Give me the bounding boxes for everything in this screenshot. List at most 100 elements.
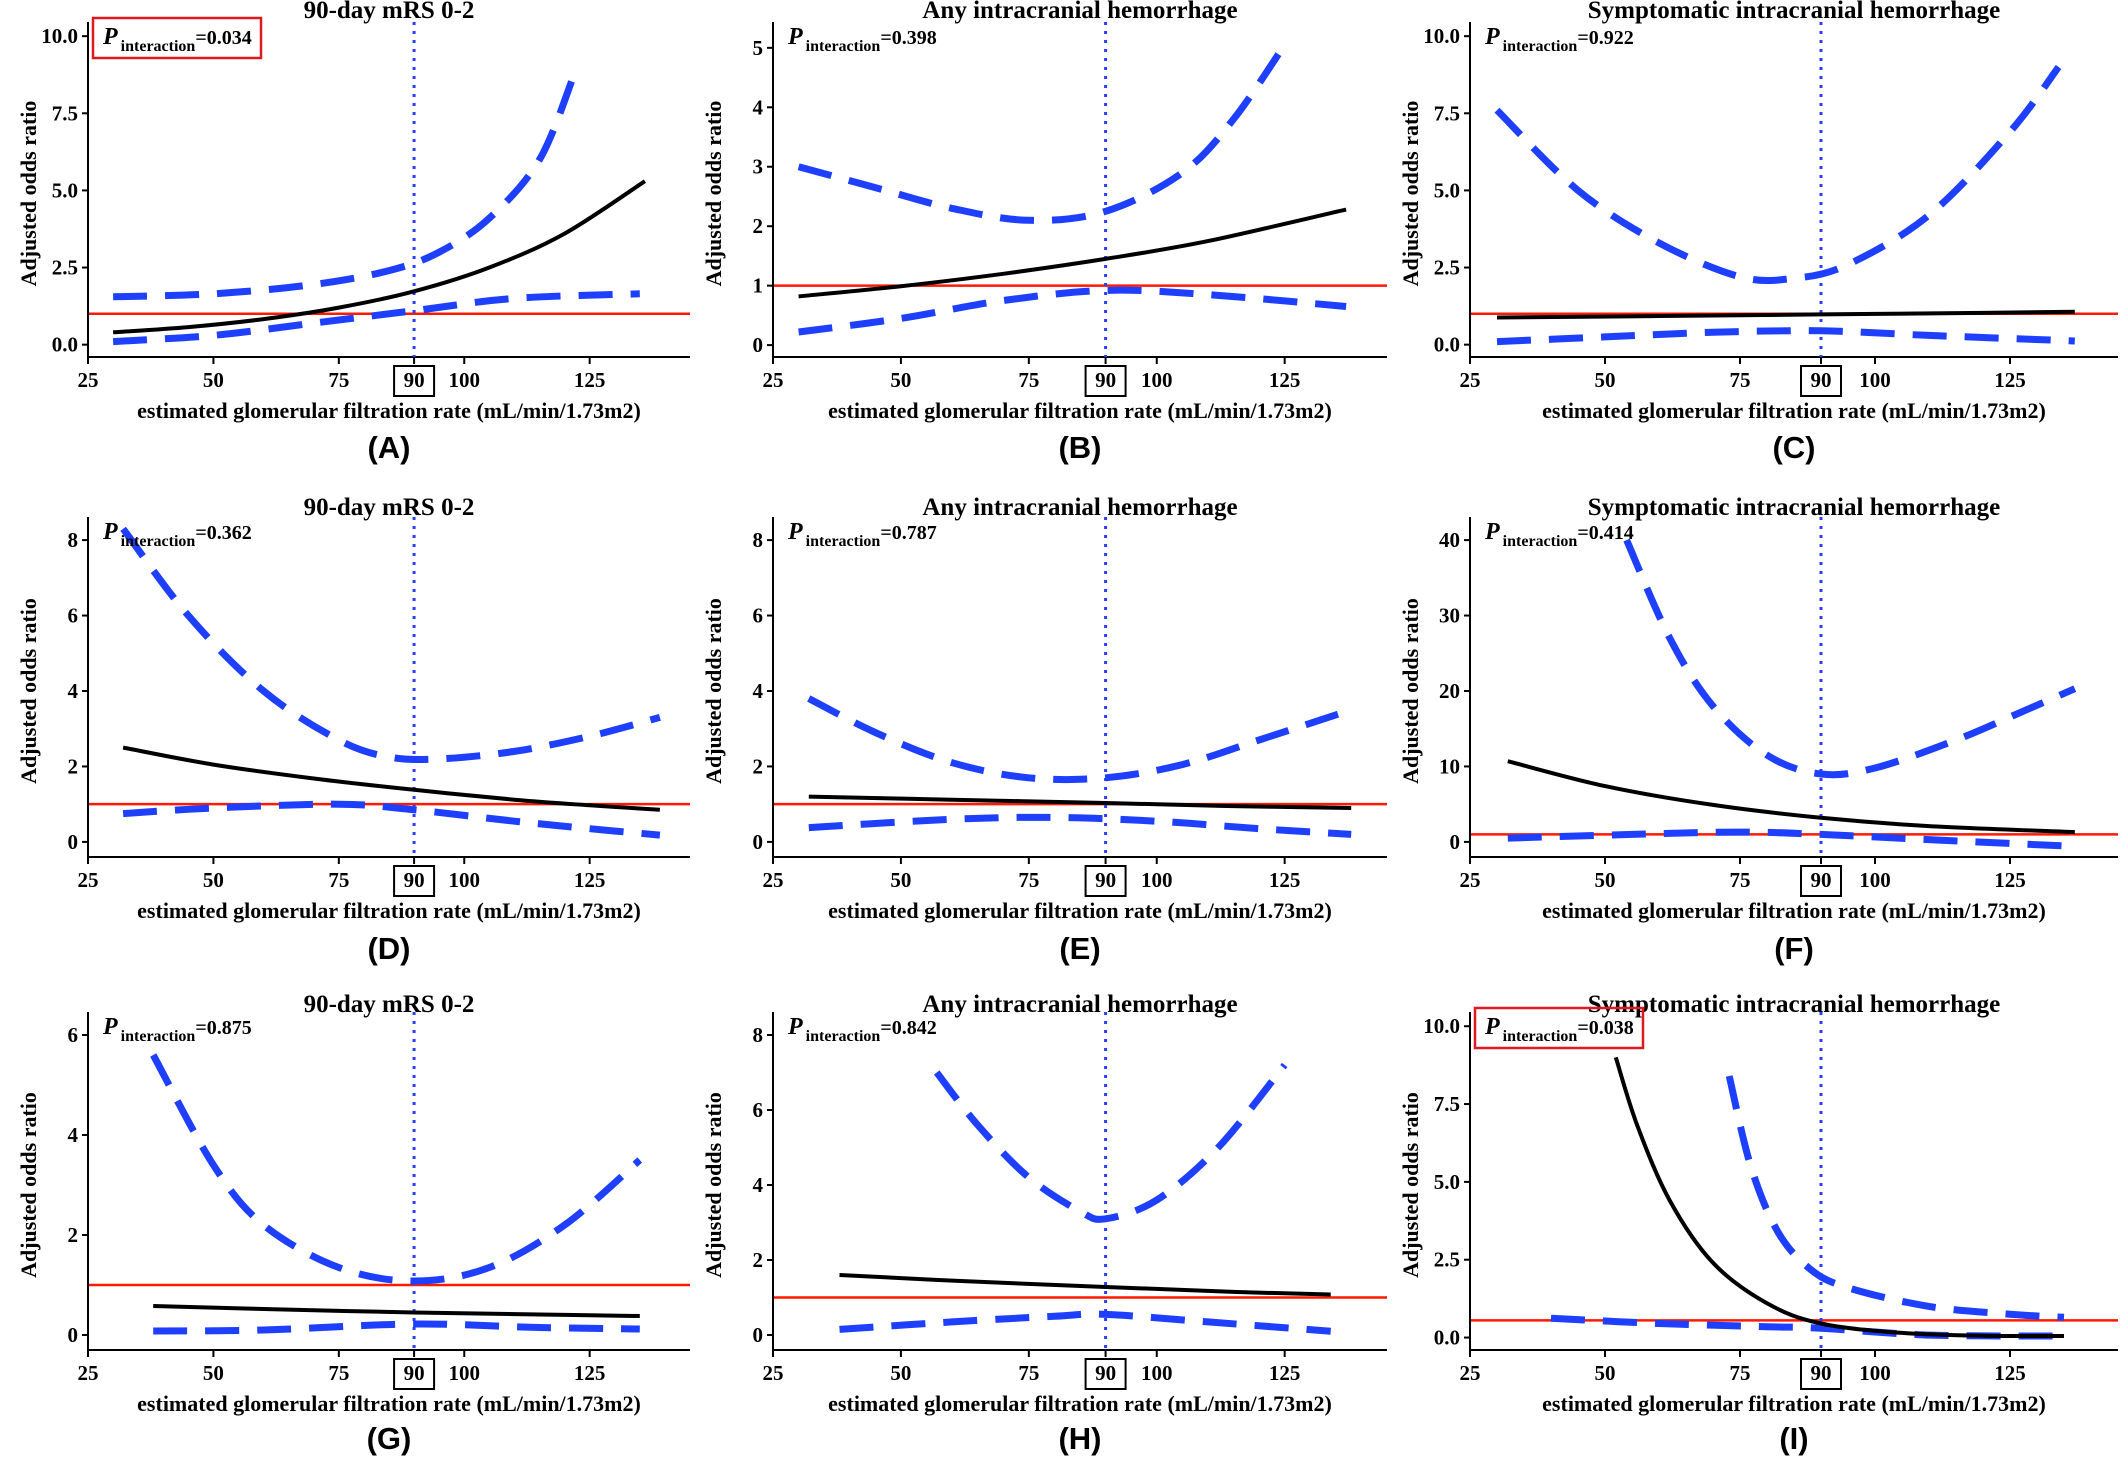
p-symbol: P [787, 24, 803, 50]
panel-b: Any intracranial hemorrhage 0 1 2 3 4 5 25 50 75 9… [701, 0, 1387, 465]
y-tick-label: 2 [68, 754, 79, 778]
p-value: =0.414 [1577, 522, 1633, 544]
x-tick-label: 90 [1811, 368, 1832, 392]
y-tick-label: 20 [1439, 679, 1460, 703]
y-tick-label: 4 [753, 95, 764, 119]
x-tick-label: 100 [1141, 1361, 1173, 1385]
panel-i: Symptomatic intracranial hemorrhage 0.0 2.… [1398, 991, 2118, 1456]
panel-title: 90-day mRS 0-2 [304, 0, 475, 24]
p-symbol: P [102, 519, 118, 545]
panel-title: 90-day mRS 0-2 [304, 494, 475, 521]
y-tick-label: 10 [1439, 754, 1460, 778]
x-tick-label: 50 [1595, 868, 1616, 892]
p-value: =0.922 [1577, 27, 1633, 49]
x-axis-label: estimated glomerular filtration rate (mL… [828, 1391, 1332, 1416]
y-axis-label: Adjusted odds ratio [701, 1092, 726, 1278]
x-axis-label: estimated glomerular filtration rate (mL… [137, 898, 641, 923]
panel-e: Any intracranial hemorrhage 0 2 4 6 8 25 50 75 90… [701, 494, 1387, 966]
y-tick-label: 4 [753, 1173, 764, 1197]
p-value: =0.038 [1577, 1017, 1633, 1039]
x-tick-label: 50 [1595, 1361, 1616, 1385]
y-tick-label: 0.0 [1434, 1326, 1460, 1350]
x-tick-label: 75 [328, 868, 349, 892]
p-subscript: interaction [806, 1028, 881, 1045]
x-tick-label: 25 [763, 868, 784, 892]
plot-area [774, 22, 1387, 357]
x-axis-label: estimated glomerular filtration rate (mL… [1542, 1391, 2046, 1416]
y-tick-label: 8 [753, 528, 764, 552]
y-tick-label: 6 [753, 1098, 764, 1122]
estimate-line [1613, 1056, 2065, 1338]
y-tick-label: 10.0 [1423, 24, 1460, 48]
x-tick-label: 125 [574, 368, 606, 392]
y-tick-label: 6 [68, 604, 79, 628]
x-tick-label: 100 [1141, 868, 1173, 892]
ci-upper-line [1494, 64, 2062, 285]
y-tick-label: 0 [753, 1323, 764, 1347]
x-tick-label: 50 [203, 368, 224, 392]
x-tick-label: 75 [328, 1361, 349, 1385]
panel-title: Symptomatic intracranial hemorrhage [1588, 0, 2000, 24]
panel-c: Symptomatic intracranial hemorrhage 0.0 2.… [1398, 0, 2118, 465]
x-tick-label: 90 [1095, 868, 1116, 892]
y-tick-label: 1 [753, 274, 764, 298]
y-axis-label: Adjusted odds ratio [1398, 1092, 1423, 1278]
x-tick-label: 25 [78, 368, 99, 392]
y-tick-label: 6 [68, 1023, 79, 1047]
x-axis-label: estimated glomerular filtration rate (mL… [137, 398, 641, 423]
panel-letter: (I) [1779, 1421, 1808, 1456]
panel-title: Any intracranial hemorrhage [922, 0, 1237, 24]
y-tick-label: 2 [68, 1223, 79, 1247]
x-tick-label: 90 [404, 1361, 425, 1385]
y-tick-label: 7.5 [1434, 101, 1460, 125]
p-symbol: P [1484, 1014, 1500, 1040]
x-tick-label: 100 [449, 1361, 481, 1385]
x-tick-label: 125 [1269, 868, 1301, 892]
x-tick-label: 100 [449, 868, 481, 892]
panel-letter: (A) [367, 430, 410, 465]
panel-title: Symptomatic intracranial hemorrhage [1588, 494, 2000, 521]
p-symbol: P [787, 519, 803, 545]
y-tick-label: 8 [753, 1023, 764, 1047]
p-subscript: interaction [121, 1028, 196, 1045]
p-symbol: P [102, 1014, 118, 1040]
y-tick-label: 7.5 [1434, 1092, 1460, 1116]
x-tick-label: 25 [763, 368, 784, 392]
p-interaction-highlight-box [91, 16, 263, 60]
panel-letter: (F) [1774, 931, 1814, 966]
x-tick-label: 25 [1460, 1361, 1481, 1385]
x-tick-highlight-box [1800, 1358, 1842, 1390]
panel-letter: (C) [1772, 430, 1815, 465]
ci-upper-line [1623, 538, 2077, 779]
y-tick-label: 10.0 [1423, 1014, 1460, 1038]
x-tick-label: 125 [1994, 368, 2026, 392]
x-tick-label: 100 [1859, 868, 1891, 892]
x-tick-label: 75 [1730, 368, 1751, 392]
x-axis-label: estimated glomerular filtration rate (mL… [828, 398, 1332, 423]
x-tick-label: 125 [1269, 368, 1301, 392]
y-tick-label: 0 [1450, 830, 1461, 854]
x-tick-highlight-box [1800, 865, 1842, 897]
x-tick-label: 100 [1859, 1361, 1891, 1385]
ci-upper-line [112, 71, 578, 301]
p-interaction-highlight-box [1473, 1006, 1645, 1050]
ci-lower-line [808, 813, 1352, 838]
x-tick-highlight-box [1084, 1358, 1127, 1390]
y-tick-label: 2.5 [52, 256, 78, 280]
y-tick-label: 4 [68, 679, 79, 703]
panel-d: 90-day mRS 0-2 0 2 4 6 8 25 50 75 90 100 125 estimat… [16, 494, 690, 966]
x-tick-label: 125 [1269, 1361, 1301, 1385]
x-tick-label: 100 [1859, 368, 1891, 392]
y-tick-label: 5.0 [1434, 1170, 1460, 1194]
ci-lower-line [839, 1310, 1331, 1335]
ci-lower-line [122, 800, 661, 839]
estimate-line [839, 1273, 1331, 1297]
x-tick-label: 90 [1811, 1361, 1832, 1385]
panel-letter: (E) [1059, 931, 1100, 966]
